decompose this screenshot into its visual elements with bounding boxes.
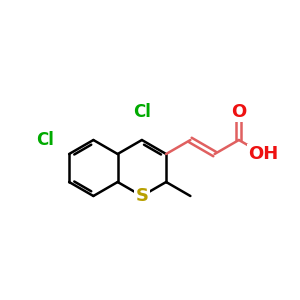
Text: OH: OH bbox=[248, 145, 278, 163]
Text: S: S bbox=[135, 187, 148, 205]
Text: Cl: Cl bbox=[133, 103, 151, 121]
Text: O: O bbox=[231, 103, 247, 121]
Text: Cl: Cl bbox=[36, 131, 54, 149]
